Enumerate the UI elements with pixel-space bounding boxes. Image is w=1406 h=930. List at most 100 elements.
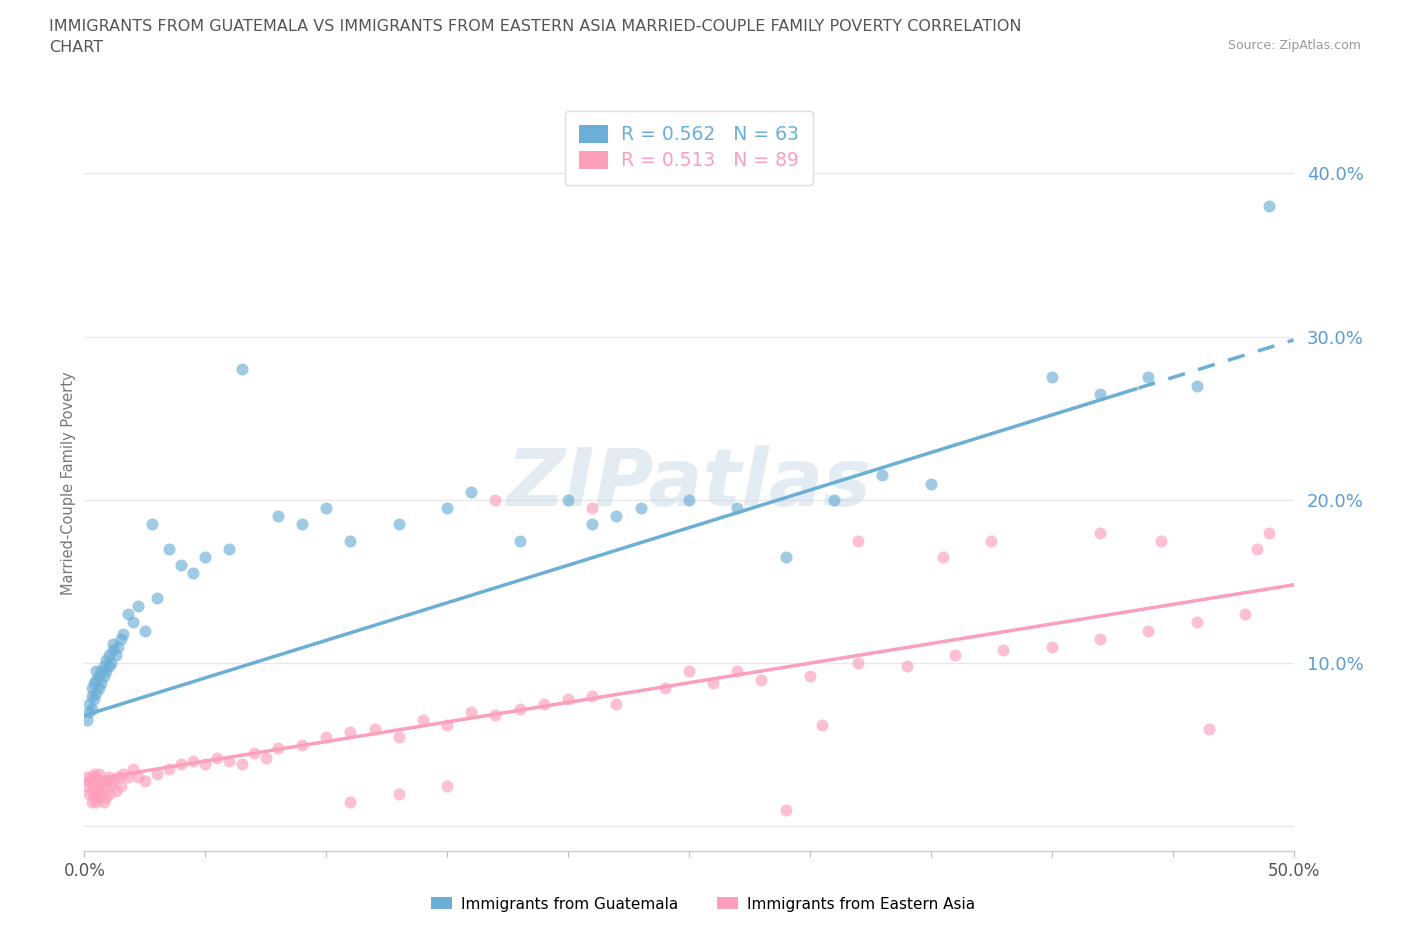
Point <box>86 770 108 785</box>
Point <box>112 627 135 642</box>
Point <box>76 770 98 785</box>
Point <box>1040 370 1063 385</box>
Point <box>1137 623 1160 638</box>
Point <box>83 675 105 690</box>
Point <box>242 746 264 761</box>
Point <box>267 509 290 524</box>
Point <box>77 705 100 720</box>
Point <box>725 500 748 515</box>
Point <box>581 500 603 515</box>
Point <box>339 794 361 809</box>
Point <box>93 659 115 674</box>
Point <box>1246 541 1268 556</box>
Point <box>1137 370 1160 385</box>
Point <box>110 778 132 793</box>
Point <box>100 656 122 671</box>
Point <box>86 794 108 809</box>
Point <box>104 647 127 662</box>
Point <box>980 533 1002 548</box>
Point <box>134 774 156 789</box>
Point <box>93 794 115 809</box>
Point <box>97 787 120 802</box>
Point <box>117 770 139 785</box>
Point <box>117 606 139 621</box>
Point <box>872 468 894 483</box>
Point <box>93 778 115 793</box>
Point <box>86 664 108 679</box>
Point <box>97 770 120 785</box>
Point <box>775 550 797 565</box>
Point <box>77 697 100 711</box>
Point <box>509 701 531 716</box>
Point <box>97 659 120 674</box>
Point <box>605 509 627 524</box>
Point <box>76 778 98 793</box>
Point <box>605 697 627 711</box>
Point <box>702 675 724 690</box>
Point <box>484 708 506 723</box>
Point <box>811 718 834 733</box>
Y-axis label: Married-Couple Family Poverty: Married-Couple Family Poverty <box>60 372 76 595</box>
Point <box>932 550 955 565</box>
Point <box>83 778 105 793</box>
Point <box>799 669 821 684</box>
Legend: R = 0.562   N = 63, R = 0.513   N = 89: R = 0.562 N = 63, R = 0.513 N = 89 <box>565 111 813 185</box>
Point <box>157 762 180 777</box>
Text: Source: ZipAtlas.com: Source: ZipAtlas.com <box>1227 39 1361 52</box>
Point <box>943 647 966 662</box>
Point <box>678 664 700 679</box>
Point <box>107 640 129 655</box>
Point <box>90 675 112 690</box>
Point <box>87 778 110 793</box>
Point <box>775 803 797 817</box>
Point <box>1185 615 1208 630</box>
Point <box>1258 199 1281 214</box>
Point <box>254 751 277 765</box>
Point <box>94 774 117 789</box>
Point <box>207 751 229 765</box>
Point <box>76 713 98 728</box>
Point <box>993 643 1015 658</box>
Point <box>87 669 110 684</box>
Point <box>823 493 845 508</box>
Point <box>388 729 411 744</box>
Point <box>1234 606 1257 621</box>
Text: IMMIGRANTS FROM GUATEMALA VS IMMIGRANTS FROM EASTERN ASIA MARRIED-COUPLE FAMILY : IMMIGRANTS FROM GUATEMALA VS IMMIGRANTS … <box>49 19 1022 33</box>
Point <box>146 766 169 781</box>
Point <box>363 721 385 736</box>
Point <box>920 476 942 491</box>
Point <box>97 647 120 662</box>
Point <box>1185 379 1208 393</box>
Point <box>194 550 217 565</box>
Point <box>103 774 125 789</box>
Point <box>86 685 108 700</box>
Point <box>412 713 434 728</box>
Point <box>170 757 193 772</box>
Point <box>83 766 105 781</box>
Point <box>678 493 700 508</box>
Point <box>218 541 240 556</box>
Point <box>94 653 117 668</box>
Point <box>80 770 103 785</box>
Point <box>80 794 103 809</box>
Point <box>1088 631 1111 646</box>
Point <box>94 664 117 679</box>
Point <box>83 790 105 804</box>
Point <box>157 541 180 556</box>
Point <box>533 697 555 711</box>
Point <box>107 770 129 785</box>
Point <box>90 787 112 802</box>
Point <box>267 740 290 755</box>
Point <box>436 778 458 793</box>
Point <box>846 533 869 548</box>
Point <box>90 664 112 679</box>
Point <box>231 757 253 772</box>
Point <box>87 680 110 695</box>
Point <box>86 783 108 798</box>
Point <box>896 659 918 674</box>
Point <box>104 783 127 798</box>
Point <box>80 688 103 703</box>
Point <box>581 688 603 703</box>
Point <box>194 757 217 772</box>
Point <box>630 500 652 515</box>
